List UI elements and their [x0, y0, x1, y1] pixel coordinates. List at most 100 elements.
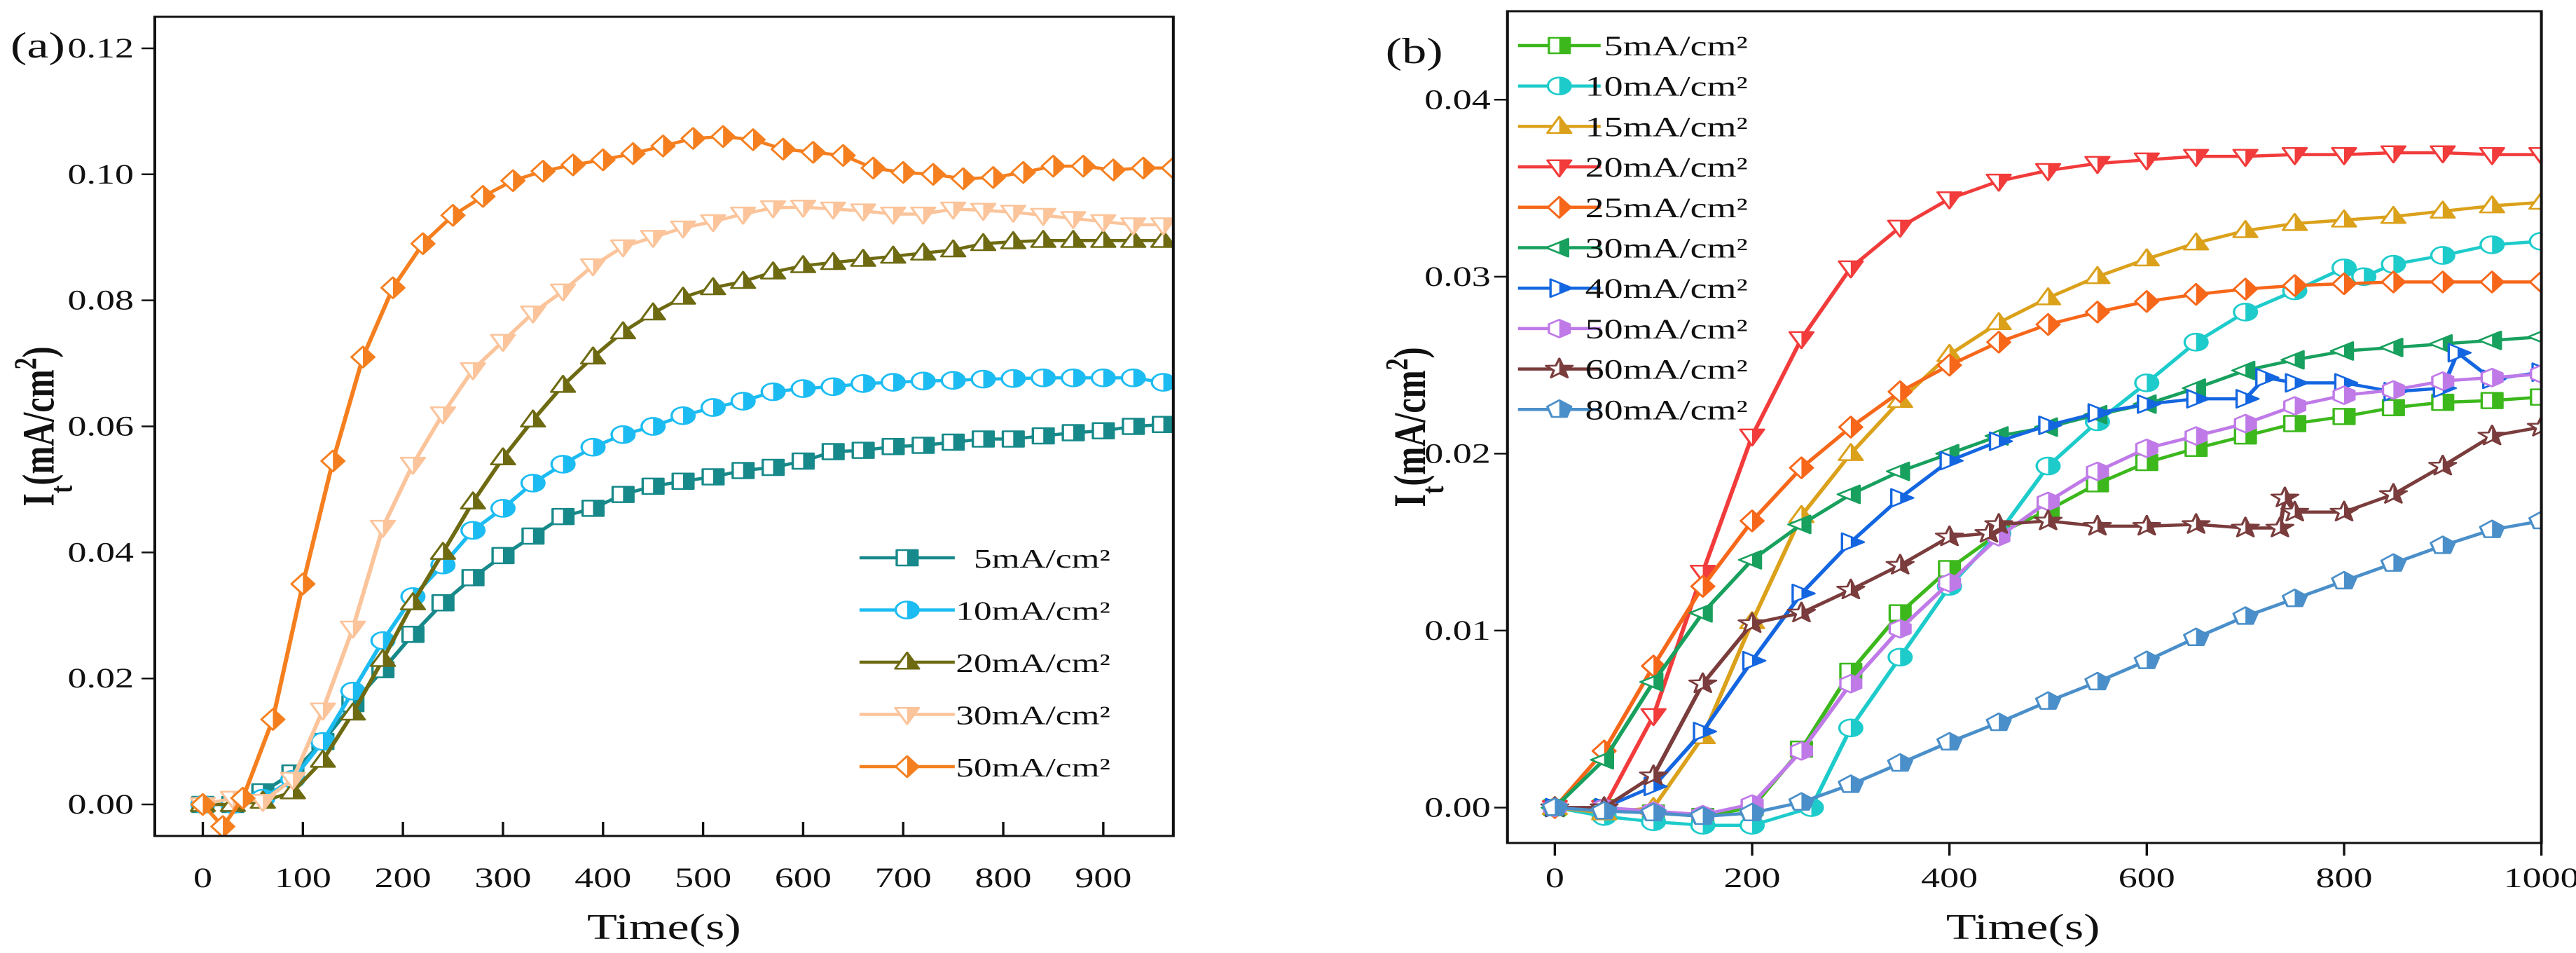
series-30macm	[189, 200, 1173, 816]
data-point	[2036, 491, 2060, 512]
data-point	[2380, 205, 2407, 224]
marker-fill	[443, 595, 454, 611]
marker-fill	[1559, 320, 1570, 338]
legend-label: 60mA/cm²	[1585, 355, 1748, 385]
marker-fill	[1133, 369, 1145, 387]
data-point	[2479, 519, 2505, 538]
marker-fill	[1604, 750, 1613, 769]
data-point	[2134, 290, 2160, 313]
marker-fill	[693, 128, 705, 149]
data-point	[830, 144, 856, 167]
series-80macm	[1541, 510, 2542, 825]
marker-fill	[2147, 291, 2158, 313]
data-point	[530, 160, 556, 183]
data-point	[2479, 235, 2505, 254]
marker-fill	[633, 143, 645, 165]
diamond-marker	[894, 755, 920, 779]
data-point	[580, 437, 606, 457]
marker-fill	[2048, 314, 2060, 335]
data-point	[2331, 147, 2357, 165]
data-point	[460, 521, 486, 540]
data-point	[2528, 510, 2542, 530]
marker-fill	[1801, 742, 1812, 760]
marker-fill	[303, 573, 315, 595]
marker-fill	[2294, 397, 2306, 415]
legend-item: 25mA/cm²	[1517, 193, 1748, 224]
data-point	[1938, 560, 1962, 577]
data-point	[1974, 521, 2004, 543]
data-point	[2133, 650, 2161, 669]
marker-fill	[2097, 301, 2109, 323]
data-point	[1000, 205, 1027, 223]
data-point	[2280, 350, 2305, 370]
y-axis-title-sup: 2	[1379, 358, 1414, 370]
y-tick-label: 0.03	[1424, 261, 1490, 292]
data-point	[399, 592, 427, 610]
data-point	[1101, 158, 1127, 181]
data-point	[2133, 152, 2161, 171]
marker-fill	[2343, 501, 2357, 521]
marker-fill	[273, 708, 284, 730]
marker-fill	[2285, 487, 2299, 507]
data-point	[970, 203, 997, 221]
marker-fill	[1163, 416, 1173, 432]
marker-fill	[2147, 439, 2158, 458]
marker-fill	[202, 794, 214, 815]
data-point	[1791, 584, 1816, 603]
data-point	[1838, 718, 1864, 738]
x-tick-label: 700	[875, 863, 932, 893]
data-point	[249, 793, 276, 812]
marker-fill	[2294, 275, 2306, 296]
marker-fill	[833, 444, 844, 460]
data-point	[1640, 708, 1667, 727]
marker-fill	[543, 160, 555, 182]
data-point	[1001, 430, 1025, 448]
marker-fill	[1752, 551, 1761, 569]
square-marker	[895, 549, 919, 567]
marker-fill	[803, 380, 815, 397]
marker-fill	[1163, 373, 1173, 391]
data-point	[2137, 394, 2161, 414]
data-point	[1120, 368, 1146, 388]
data-point	[670, 406, 696, 425]
data-point	[1030, 207, 1056, 226]
triangle-right-marker	[1549, 278, 1574, 299]
marker-fill	[2343, 342, 2353, 360]
data-point	[762, 458, 785, 476]
data-point	[670, 220, 696, 239]
marker-outline	[2530, 364, 2542, 384]
marker-fill	[1801, 457, 1813, 479]
marker-fill	[502, 547, 514, 563]
data-point	[1541, 797, 1569, 816]
data-point	[2270, 486, 2300, 507]
data-point	[1887, 380, 1913, 404]
data-point	[470, 185, 496, 208]
marker-fill	[1988, 523, 2003, 542]
marker-fill	[2343, 377, 2357, 388]
data-point	[2281, 147, 2308, 165]
data-point	[550, 455, 576, 474]
data-point	[1693, 722, 1717, 741]
data-point	[740, 128, 766, 151]
data-point	[820, 252, 846, 270]
data-point	[1739, 509, 1765, 533]
data-point	[2232, 606, 2259, 625]
marker-fill	[2196, 628, 2208, 645]
data-point	[2084, 266, 2111, 284]
data-point	[2034, 691, 2062, 710]
marker-fill	[1103, 369, 1115, 387]
data-point	[1838, 774, 1864, 793]
legend-item: 10mA/cm²	[1517, 71, 1748, 102]
y-axis-title-close: )	[13, 346, 64, 357]
series-5macm	[1543, 388, 2542, 825]
legend-label: 30mA/cm²	[1585, 233, 1748, 264]
data-point	[1887, 753, 1913, 772]
y-axis-title: It(mA/cm2)	[1379, 347, 1450, 507]
marker-fill	[623, 426, 635, 444]
series-20macm	[1541, 145, 2542, 818]
marker-fill	[2147, 516, 2161, 535]
marker-fill	[532, 474, 545, 492]
marker-fill	[2147, 651, 2159, 669]
data-point	[759, 261, 787, 280]
marker-fill	[1113, 159, 1125, 181]
